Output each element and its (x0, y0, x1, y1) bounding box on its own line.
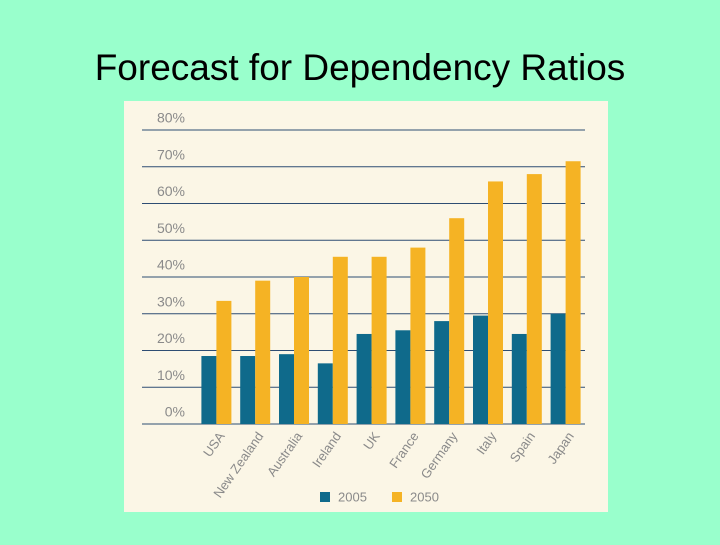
y-tick-label: 10% (157, 367, 185, 383)
y-tick-label: 70% (157, 146, 185, 162)
bar (550, 313, 566, 424)
bar (488, 181, 503, 424)
y-tick-label: 30% (157, 293, 185, 309)
bar (294, 277, 309, 424)
bar (434, 321, 450, 424)
y-tick-label: 20% (157, 330, 185, 346)
bar (449, 218, 465, 424)
legend-label: 2005 (338, 489, 367, 504)
bar (410, 247, 426, 424)
bar (201, 356, 217, 424)
bar (240, 356, 256, 424)
y-tick-label: 80% (157, 110, 185, 126)
bar (356, 333, 372, 424)
y-tick-label: 40% (157, 257, 185, 273)
bar (565, 161, 581, 425)
legend-swatch (320, 492, 330, 502)
bar (473, 315, 488, 424)
bar (371, 256, 387, 424)
bar (255, 280, 271, 424)
slide-title: Forecast for Dependency Ratios (95, 47, 626, 88)
bar (332, 256, 348, 424)
bar (395, 330, 411, 424)
bar (317, 363, 333, 424)
bar (279, 354, 294, 424)
bar (526, 174, 542, 424)
y-tick-label: 0% (165, 404, 185, 420)
y-tick-label: 60% (157, 183, 185, 199)
legend-label: 2050 (410, 489, 439, 504)
bar (216, 300, 232, 424)
bar (511, 333, 527, 424)
y-tick-label: 50% (157, 220, 185, 236)
legend-swatch (392, 492, 402, 502)
